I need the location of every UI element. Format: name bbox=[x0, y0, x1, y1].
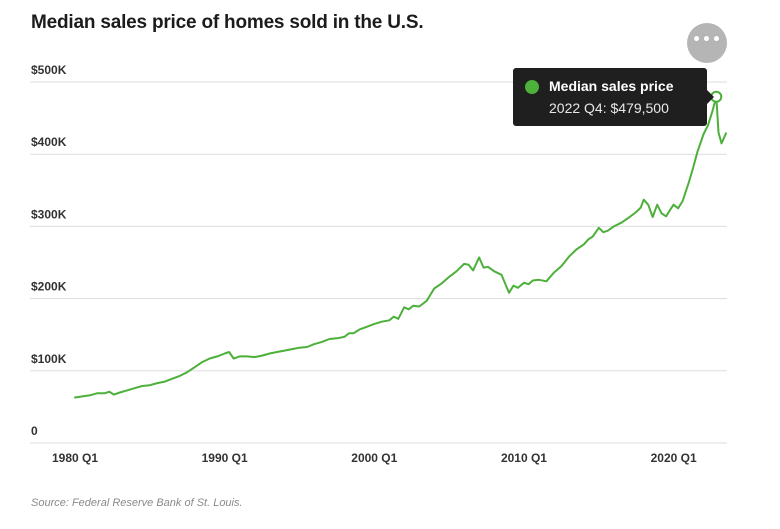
tooltip-value: 2022 Q4: $479,500 bbox=[549, 100, 669, 116]
y-tick-label: $400K bbox=[31, 135, 67, 149]
x-tick-label: 2020 Q1 bbox=[651, 451, 697, 465]
x-tick-label: 1980 Q1 bbox=[52, 451, 98, 465]
series-color-dot bbox=[525, 80, 539, 94]
series-line-median-sales-price[interactable] bbox=[74, 95, 727, 399]
x-tick-label: 2010 Q1 bbox=[501, 451, 547, 465]
tooltip-series-name: Median sales price bbox=[549, 78, 674, 94]
x-tick-label: 2000 Q1 bbox=[351, 451, 397, 465]
y-tick-label: $100K bbox=[31, 352, 67, 366]
x-axis-ticks: 1980 Q1 1990 Q1 2000 Q1 2010 Q1 2020 Q1 bbox=[52, 451, 697, 465]
y-tick-label: 0 bbox=[31, 424, 38, 438]
source-note: Source: Federal Reserve Bank of St. Loui… bbox=[31, 497, 243, 509]
chart-menu-button[interactable]: ••• bbox=[687, 23, 727, 63]
x-tick-label: 1990 Q1 bbox=[202, 451, 248, 465]
chart-title: Median sales price of homes sold in the … bbox=[31, 12, 424, 33]
data-tooltip: Median sales price 2022 Q4: $479,500 bbox=[513, 68, 714, 126]
ellipsis-icon: ••• bbox=[692, 32, 722, 48]
y-tick-label: $500K bbox=[31, 63, 67, 77]
y-axis-ticks: 0 $100K $200K $300K $400K $500K bbox=[31, 63, 67, 438]
y-tick-label: $200K bbox=[31, 280, 67, 294]
series-layer bbox=[74, 90, 727, 399]
y-tick-label: $300K bbox=[31, 207, 67, 221]
